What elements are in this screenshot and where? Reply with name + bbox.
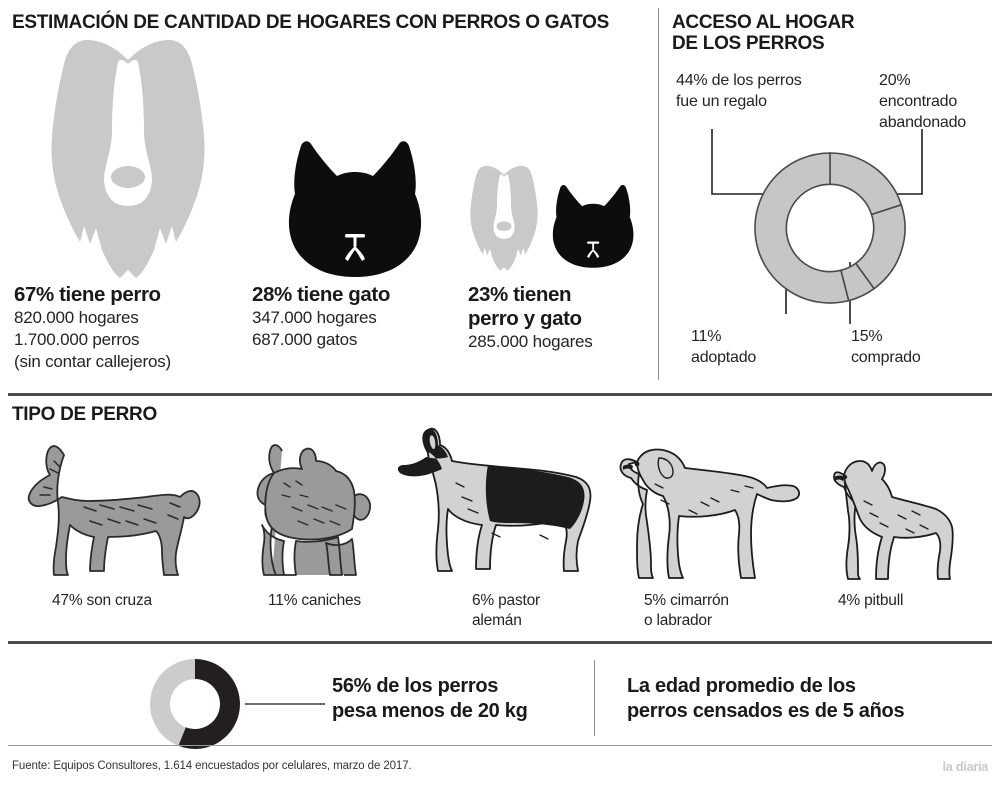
stat-headline-both-line1: 23% tienen [468, 283, 572, 306]
stat-headline-cat: 28% tiene gato [252, 283, 390, 306]
source-note: Fuente: Equipos Consultores, 1.614 encue… [12, 760, 412, 772]
cat-head-icon [281, 138, 429, 280]
pitbull-dog-icon [828, 455, 960, 583]
dog-and-cat-head-icon [460, 165, 638, 277]
breed-label-cimarron-line1: 5% cimarrón [644, 592, 729, 609]
callout-gift: 44% de los perros fue un regalo [676, 70, 802, 112]
stat-line-both-households: 285.000 hogares [468, 332, 593, 351]
stat-block-both: 23% tienen perro y gato 285.000 hogares [468, 283, 658, 353]
fur-detail [654, 483, 754, 515]
stat-block-dog: 67% tiene perro 820.000 hogares 1.700.00… [14, 283, 244, 373]
dog-head-icon [28, 38, 228, 280]
breed-label-pastor-line2: alemán [472, 612, 522, 629]
households-section-title: ESTIMACIÓN DE CANTIDAD DE HOGARES CON PE… [12, 12, 610, 33]
breed-label-cimarron-line2: o labrador [644, 612, 712, 629]
weight-statement: 56% de los perros pesa menos de 20 kg [332, 674, 562, 724]
stat-line-cat-count: 687.000 gatos [252, 330, 358, 349]
access-donut-chart [660, 100, 1000, 350]
breed-label-cruza: 47% son cruza [52, 591, 222, 611]
donut-slice-encontrado [829, 152, 903, 216]
access-section-title-line2: DE LOS PERROS [672, 33, 825, 54]
vertical-divider-top [658, 8, 659, 380]
stat-line-cat-households: 347.000 hogares [252, 308, 377, 327]
breed-label-caniches: 11% caniches [268, 591, 428, 611]
callout-adopted: 11% adoptado [691, 326, 801, 368]
callout-adopted-line1: 11% [691, 328, 722, 345]
callout-found-line2: encontrado [879, 93, 958, 110]
fur-detail [39, 460, 181, 526]
weight-slice-under20 [178, 659, 240, 749]
age-statement-line2: perros censados es de 5 años [627, 700, 905, 722]
weight-donut-chart [145, 654, 245, 754]
weight-slice-over20 [149, 659, 195, 746]
callout-bought-line1: 15% [851, 328, 883, 345]
breed-label-pitbull: 4% pitbull [838, 591, 968, 611]
labrador-dog-icon [615, 440, 805, 582]
breed-label-cimarron: 5% cimarrón o labrador [644, 591, 794, 631]
vertical-divider-bottom [594, 660, 595, 736]
stat-line-dog-note: (sin contar callejeros) [14, 352, 171, 371]
breed-label-pitbull-line1: 4% pitbull [838, 592, 904, 609]
divider-after-breeds [8, 641, 992, 644]
donut-slice-regalo [754, 152, 850, 304]
publisher-logo: la diaria [942, 759, 988, 774]
stat-line-dog-households: 820.000 hogares [14, 308, 139, 327]
callout-bought-line2: comprado [851, 349, 921, 366]
german-shepherd-dog-icon [392, 425, 600, 585]
callout-bought: 15% comprado [851, 326, 971, 368]
poodle-dog-icon [240, 437, 390, 582]
callout-found-line3: abandonado [879, 114, 966, 131]
callout-gift-line2: fue un regalo [676, 93, 767, 110]
callout-gift-line1: 44% de los perros [676, 72, 802, 89]
access-section-title-line1: ACCESO AL HOGAR [672, 12, 855, 33]
callout-adopted-line2: adoptado [691, 349, 757, 366]
callout-found: 20% encontrado abandonado [879, 70, 997, 133]
weight-statement-line1: 56% de los perros [332, 675, 499, 697]
breed-label-cruza-line1: 47% son cruza [52, 592, 152, 609]
fur-detail [863, 500, 929, 534]
divider-after-households [8, 393, 992, 396]
age-statement: La edad promedio de los perros censados … [627, 674, 987, 724]
callout-found-line1: 20% [879, 72, 911, 89]
age-statement-line1: La edad promedio de los [627, 675, 856, 697]
fur-detail [281, 480, 347, 526]
breeds-section-title: TIPO DE PERRO [12, 404, 157, 425]
stat-line-dog-count: 1.700.000 perros [14, 330, 140, 349]
stat-block-cat: 28% tiene gato 347.000 hogares 687.000 g… [252, 283, 462, 351]
breed-label-pastor: 6% pastor alemán [472, 591, 612, 631]
mixed-breed-dog-icon [20, 437, 225, 582]
stat-headline-both-line2: perro y gato [468, 307, 582, 330]
donut-segments [754, 152, 906, 304]
divider-above-footer [8, 745, 992, 746]
stat-headline-dog: 67% tiene perro [14, 283, 161, 306]
weight-leader-line [245, 703, 325, 705]
weight-statement-line2: pesa menos de 20 kg [332, 700, 528, 722]
fur-detail [455, 482, 549, 540]
breed-label-caniches-line1: 11% caniches [268, 592, 361, 609]
breed-label-pastor-line1: 6% pastor [472, 592, 540, 609]
